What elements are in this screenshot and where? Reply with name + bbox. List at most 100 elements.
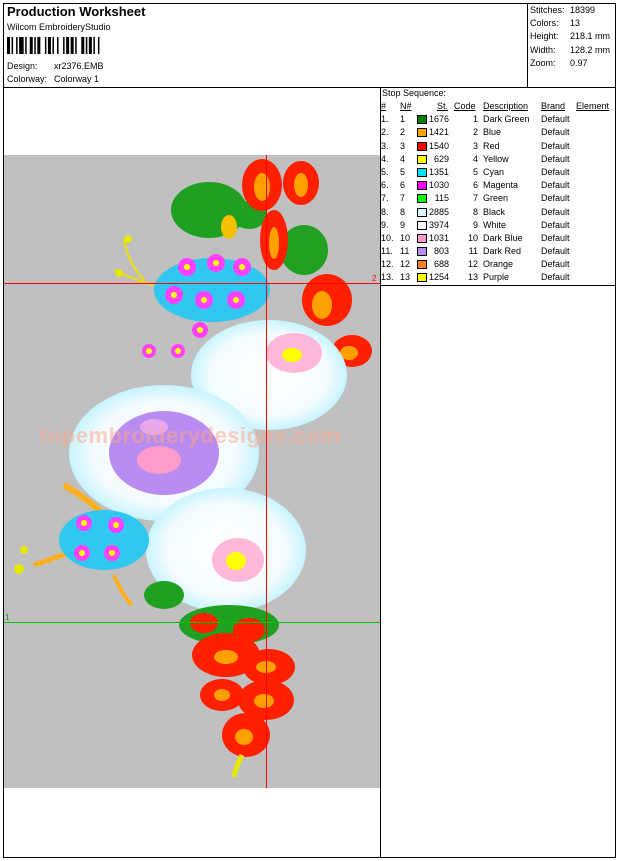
row-code: 7 <box>472 193 478 204</box>
flower-left-purple <box>69 385 259 521</box>
watermark: topembroiderydesigns.com <box>40 423 341 448</box>
row-n: 12 <box>400 259 411 270</box>
row-code: 13 <box>467 272 478 283</box>
row-stitches: 1540 <box>429 140 450 151</box>
worksheet-frame <box>3 3 616 858</box>
row-stitches: 1421 <box>429 127 450 138</box>
guide-label-green: 1 <box>5 613 10 622</box>
row-num: 9. <box>381 219 389 230</box>
row-code: 9 <box>472 219 478 230</box>
row-code: 2 <box>472 127 478 138</box>
stat-label: Height: <box>530 31 559 42</box>
row-code: 10 <box>467 232 478 243</box>
row-n: 13 <box>400 272 411 283</box>
col-header-element: Element <box>576 101 610 111</box>
color-swatch <box>417 115 427 125</box>
row-n: 4 <box>400 153 406 164</box>
col-header-num: # <box>381 101 387 111</box>
stat-value: 13 <box>570 18 581 29</box>
row-code: 11 <box>468 246 478 257</box>
row-num: 8. <box>381 206 389 217</box>
stat-value: 0.97 <box>570 57 588 68</box>
row-n: 8 <box>400 206 406 217</box>
row-n: 6 <box>400 180 406 191</box>
guide-horizontal-red <box>4 283 380 284</box>
row-num: 6. <box>381 180 389 191</box>
row-stitches: 688 <box>433 259 449 270</box>
row-n: 10 <box>400 232 411 243</box>
row-num: 3. <box>381 140 389 151</box>
stat-value: 218.1 mm <box>570 31 611 42</box>
row-num: 13. <box>381 272 394 283</box>
color-swatch <box>417 141 427 151</box>
design-row: Design: xr2376.EMB <box>7 61 104 71</box>
row-stitches: 1254 <box>429 272 450 283</box>
header-divider-horizontal <box>3 87 616 88</box>
bottom-leaves <box>179 605 295 778</box>
stat-value: 18399 <box>570 5 596 15</box>
stat-stitches: Stitches: 18399 <box>530 4 610 17</box>
row-code: 4 <box>472 153 478 164</box>
software-name: Wilcom EmbroideryStudio <box>7 22 111 32</box>
stat-label: Zoom: <box>530 57 556 68</box>
row-description: Dark Red <box>483 246 522 257</box>
sequence-bottom-divider <box>380 285 616 286</box>
row-n: 1 <box>400 114 406 125</box>
stat-colors: Colors: 13 <box>530 17 610 30</box>
top-star-cluster <box>142 254 270 358</box>
guide-label-red: 2 <box>372 274 377 283</box>
row-description: Green <box>483 193 509 204</box>
row-n: 2 <box>400 127 406 138</box>
row-stitches: 803 <box>433 246 449 257</box>
guide-vertical-red <box>266 155 267 788</box>
color-swatch <box>417 207 427 217</box>
row-description: Black <box>483 206 506 217</box>
stat-label: Width: <box>530 44 556 55</box>
row-code: 1 <box>472 114 478 125</box>
row-stitches: 3974 <box>429 219 450 230</box>
row-brand: Default <box>541 180 570 191</box>
design-stats: Stitches: 18399 Colors: 13 Height: 218.1 mm… <box>530 4 610 70</box>
row-num: 1. <box>381 114 389 125</box>
row-brand: Default <box>541 272 570 283</box>
color-swatch <box>417 220 427 230</box>
row-brand: Default <box>541 219 570 230</box>
row-brand: Default <box>541 232 570 243</box>
row-n: 3 <box>400 140 406 151</box>
worksheet-title: Production Worksheet <box>7 4 146 19</box>
flower-top-right <box>191 320 347 430</box>
row-num: 10. <box>381 232 394 243</box>
row-brand: Default <box>541 127 570 138</box>
row-code: 8 <box>472 206 478 217</box>
row-code: 12 <box>467 259 478 270</box>
col-header-brand: Brand <box>541 101 566 111</box>
colorway-label: Colorway: <box>7 74 48 84</box>
row-stitches: 1031 <box>429 232 450 243</box>
row-stitches: 629 <box>433 153 449 164</box>
row-num: 4. <box>381 153 389 164</box>
row-description: Yellow <box>483 153 509 164</box>
design-value: xr2376.EMB <box>54 61 104 71</box>
col-header-st: St. <box>437 101 449 111</box>
row-stitches: 1676 <box>429 114 450 125</box>
row-description: Orange <box>483 259 514 270</box>
barcode <box>7 37 100 54</box>
row-num: 7. <box>381 193 389 204</box>
color-swatch <box>417 128 427 138</box>
row-n: 7 <box>400 193 406 204</box>
row-description: Dark Blue <box>483 232 523 243</box>
top-red-leaves <box>242 159 372 367</box>
col-header-description: Description <box>483 101 529 111</box>
row-description: Dark Green <box>483 114 530 125</box>
row-stitches: 1351 <box>429 166 450 177</box>
row-brand: Default <box>541 259 570 270</box>
color-swatch <box>417 260 427 270</box>
row-code: 6 <box>472 180 478 191</box>
color-swatch <box>417 273 427 283</box>
row-description: Magenta <box>483 180 519 191</box>
row-code: 5 <box>472 166 478 177</box>
body-divider-vertical <box>380 87 381 858</box>
top-leaves <box>113 182 328 286</box>
row-brand: Default <box>541 153 570 164</box>
row-n: 5 <box>400 166 406 177</box>
